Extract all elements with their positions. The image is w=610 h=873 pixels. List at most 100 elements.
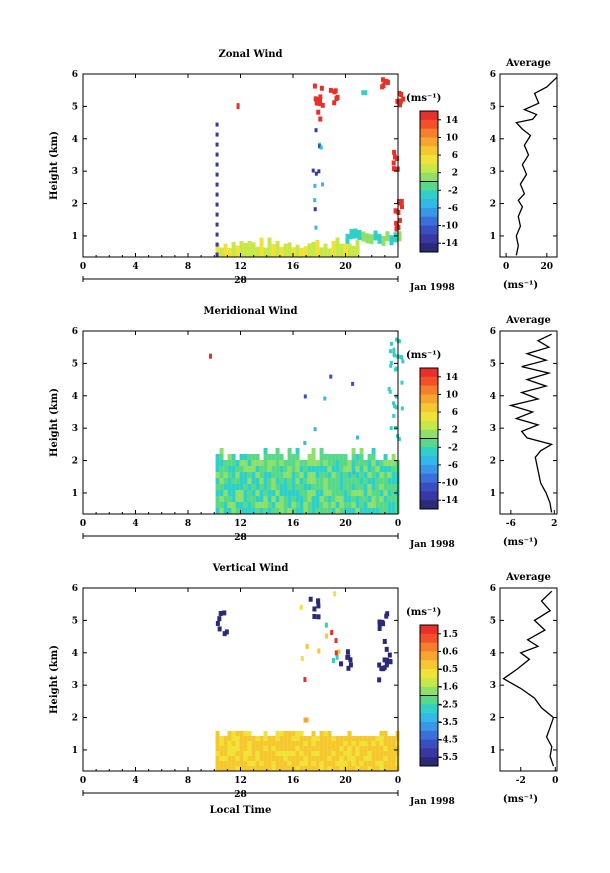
heatmap-cell: [219, 472, 224, 478]
heatmap-cell: [337, 649, 341, 655]
heatmap-cell: [379, 751, 384, 756]
heatmap-cell: [295, 751, 300, 756]
heatmap-cell: [271, 472, 276, 478]
heatmap-cell: [375, 496, 380, 502]
heatmap-cell: [355, 435, 359, 440]
heatmap-cell: [267, 756, 272, 761]
heatmap-cell: [339, 454, 344, 460]
heatmap-cell: [215, 202, 219, 207]
heatmap-cell: [251, 472, 256, 478]
heatmap-cell: [283, 508, 288, 514]
heatmap-cell: [357, 229, 362, 240]
heatmap-cell: [375, 751, 380, 756]
heatmap-cell: [377, 625, 382, 631]
heatmap-cell: [383, 496, 388, 502]
x-tick-label: 12: [234, 262, 247, 272]
heatmap-cell: [347, 751, 352, 756]
heatmap-cell: [219, 247, 224, 257]
heatmap-cell: [271, 766, 276, 771]
colorbar-tick-label: -4.5: [439, 736, 458, 746]
heatmap-cell: [275, 466, 280, 472]
heatmap-cell: [223, 484, 228, 490]
heatmap-cell: [392, 352, 396, 357]
heatmap-cell: [271, 460, 276, 466]
heatmap-cell: [279, 246, 284, 257]
heatmap-cell: [343, 490, 348, 496]
heatmap-cell: [328, 87, 333, 93]
heatmap-cell: [291, 490, 296, 496]
heatmap-cell: [383, 484, 388, 490]
heatmap-cell: [347, 466, 352, 472]
heatmap-cell: [339, 502, 344, 508]
average-x-tick-label: -6: [506, 519, 516, 529]
heatmap-cell: [347, 243, 352, 257]
heatmap-cell: [259, 751, 264, 756]
average-profile-line: [515, 76, 558, 256]
colorbar-unit: (ms⁻¹): [406, 607, 441, 618]
heatmap-cell: [397, 90, 402, 96]
heatmap-cell: [215, 508, 220, 514]
colorbar-swatch: [420, 713, 438, 723]
heatmap-cell: [391, 490, 396, 496]
heatmap-cell: [307, 496, 312, 502]
heatmap-cell: [355, 736, 360, 741]
heatmap-cell: [231, 484, 236, 490]
x-tick-label: 8: [185, 776, 191, 786]
heatmap-cell: [283, 736, 288, 741]
heatmap-cell: [303, 440, 307, 445]
heatmap-cell: [319, 478, 324, 484]
heatmap-cell: [361, 231, 366, 242]
heatmap-cell: [319, 766, 324, 771]
heatmap-cell: [339, 766, 344, 771]
heatmap-cell: [215, 252, 219, 257]
heatmap-cell: [367, 761, 372, 766]
heatmap-cell: [295, 472, 300, 478]
heatmap-cell: [318, 116, 323, 122]
heatmap-cell: [400, 380, 404, 385]
colorbar-swatch: [420, 669, 438, 679]
heatmap-cell: [215, 232, 219, 237]
heatmap-cell: [291, 454, 296, 460]
heatmap-cell: [327, 756, 332, 761]
heatmap-cell: [247, 240, 252, 257]
heatmap-cell: [359, 502, 364, 508]
heatmap-cell: [287, 731, 292, 736]
heatmap-cell: [303, 766, 308, 771]
heatmap-cell: [319, 731, 324, 736]
heatmap-cell: [363, 508, 368, 514]
heatmap-cell: [215, 741, 220, 746]
heatmap-cell: [283, 751, 288, 756]
heatmap-cell: [327, 731, 332, 736]
heatmap-cell: [392, 413, 396, 418]
heatmap-cell: [383, 731, 388, 736]
colorbar-swatch: [420, 385, 438, 395]
heatmap-cell: [231, 766, 236, 771]
heatmap-cell: [319, 496, 324, 502]
heatmap-cell: [355, 454, 360, 460]
heatmap-cell: [287, 736, 292, 741]
heatmap-cell: [223, 460, 228, 466]
heatmap-cell: [279, 466, 284, 472]
heatmap-cell: [355, 756, 360, 761]
heatmap-cell: [255, 496, 260, 502]
heatmap-cell: [367, 490, 372, 496]
heatmap-cell: [215, 746, 220, 751]
colorbar-swatch: [420, 128, 438, 138]
heatmap-cell: [335, 460, 340, 466]
heatmap-cell: [227, 248, 232, 257]
heatmap-cell: [275, 460, 280, 466]
heatmap-cell: [263, 502, 268, 508]
colorbar-swatch: [420, 429, 438, 439]
heatmap-cell: [303, 460, 308, 466]
heatmap-cell: [291, 472, 296, 478]
heatmap-cell: [219, 761, 224, 766]
heatmap-cell: [387, 766, 392, 771]
heatmap-cell: [224, 629, 229, 635]
y-tick-label: 1: [72, 232, 78, 242]
heatmap-cell: [311, 478, 316, 484]
heatmap-cell: [335, 766, 340, 771]
heatmap-cell: [367, 496, 372, 502]
heatmap-cell: [255, 478, 260, 484]
heatmap-cell: [255, 746, 260, 751]
